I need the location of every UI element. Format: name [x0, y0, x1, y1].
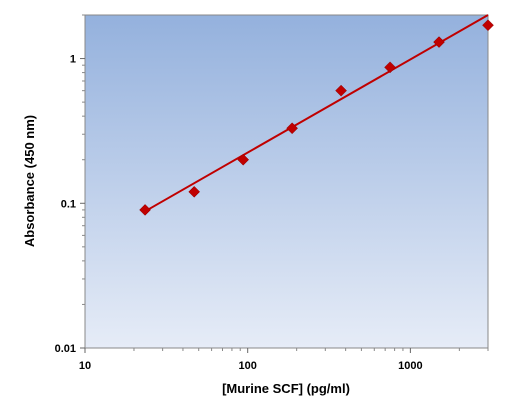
- x-tick-label: 100: [239, 360, 257, 372]
- x-axis-ticks: 10 100 1000: [79, 348, 489, 372]
- data-point: [188, 185, 201, 198]
- fit-line: [144, 14, 489, 213]
- data-point: [286, 122, 298, 135]
- y-tick-label: 1: [70, 54, 76, 66]
- y-tick-label: 0.01: [55, 343, 76, 355]
- y-axis-title: Absorbance (450 nm): [22, 115, 37, 247]
- fit-line-group: [144, 14, 489, 213]
- data-point: [384, 61, 396, 74]
- data-points: [139, 19, 494, 216]
- data-point: [237, 153, 250, 166]
- x-tick-label: 10: [79, 360, 91, 372]
- data-point: [482, 19, 494, 32]
- x-tick-label: 1000: [398, 360, 422, 372]
- plot-area: [84, 14, 489, 349]
- data-point: [335, 84, 347, 97]
- data-point: [433, 36, 445, 48]
- x-axis-title: [Murine SCF] (pg/ml): [222, 381, 350, 396]
- data-point: [139, 204, 151, 216]
- y-tick-label: 0.1: [61, 198, 76, 210]
- y-axis-ticks: 0.01 0.1 1: [55, 14, 85, 355]
